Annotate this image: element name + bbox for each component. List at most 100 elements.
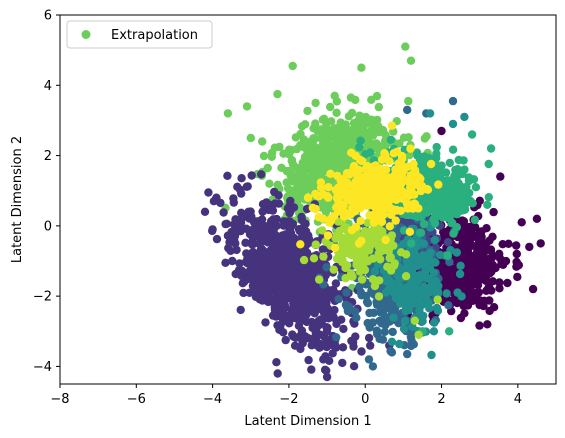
data-point bbox=[420, 152, 429, 161]
data-point bbox=[365, 196, 374, 205]
data-point bbox=[379, 242, 388, 251]
data-point bbox=[303, 193, 313, 202]
data-point bbox=[339, 209, 349, 219]
data-point bbox=[401, 272, 411, 281]
data-point bbox=[475, 196, 484, 205]
x-tick-label: 0 bbox=[361, 392, 369, 407]
data-point bbox=[326, 169, 335, 178]
data-point bbox=[374, 102, 383, 112]
x-tick-label: 4 bbox=[514, 392, 522, 407]
data-point bbox=[387, 121, 397, 130]
data-point bbox=[406, 144, 415, 153]
data-point bbox=[419, 311, 428, 320]
data-point bbox=[395, 339, 404, 349]
data-point bbox=[291, 333, 300, 342]
data-point bbox=[257, 256, 267, 266]
data-point bbox=[246, 133, 255, 143]
data-point bbox=[452, 298, 462, 308]
data-point bbox=[287, 156, 296, 166]
data-point bbox=[433, 295, 442, 304]
y-tick-label: 6 bbox=[44, 9, 52, 24]
x-tick-label: −6 bbox=[127, 392, 146, 407]
data-point bbox=[477, 233, 486, 242]
data-point bbox=[355, 125, 365, 135]
data-point bbox=[344, 112, 354, 121]
data-point bbox=[487, 253, 496, 263]
data-point bbox=[430, 203, 440, 212]
data-point bbox=[456, 313, 466, 323]
data-point bbox=[455, 269, 465, 279]
data-point bbox=[432, 142, 441, 152]
data-point bbox=[332, 108, 341, 118]
data-point bbox=[355, 111, 364, 120]
data-point bbox=[433, 306, 443, 315]
data-point bbox=[270, 281, 279, 291]
data-point bbox=[276, 322, 285, 332]
data-point bbox=[386, 135, 396, 144]
data-point bbox=[463, 284, 472, 293]
data-point bbox=[257, 245, 267, 254]
data-point bbox=[517, 218, 526, 227]
data-point bbox=[325, 140, 334, 150]
data-point bbox=[245, 288, 254, 297]
data-point bbox=[287, 145, 296, 155]
data-point bbox=[237, 174, 246, 183]
legend-marker bbox=[81, 30, 91, 39]
data-point bbox=[512, 249, 521, 259]
data-point bbox=[307, 341, 316, 350]
data-point bbox=[351, 95, 360, 105]
data-point bbox=[318, 115, 328, 124]
data-point bbox=[319, 252, 328, 261]
y-axis-ticks: −4 −2 0 2 4 6 bbox=[33, 9, 60, 375]
data-point bbox=[346, 209, 356, 219]
data-point bbox=[409, 295, 418, 304]
data-point bbox=[532, 214, 542, 223]
data-point bbox=[343, 306, 353, 316]
data-point bbox=[322, 263, 331, 272]
data-point bbox=[270, 266, 280, 275]
data-point bbox=[495, 278, 504, 287]
data-point bbox=[386, 241, 396, 250]
data-point bbox=[388, 327, 397, 337]
data-point bbox=[320, 365, 330, 374]
data-point bbox=[443, 251, 452, 260]
data-point bbox=[322, 323, 331, 332]
data-point bbox=[294, 183, 303, 192]
data-point bbox=[304, 355, 313, 365]
data-point bbox=[376, 304, 385, 314]
data-point bbox=[311, 326, 321, 335]
legend: Extrapolation bbox=[66, 20, 213, 49]
data-point bbox=[369, 217, 379, 226]
data-point bbox=[426, 159, 436, 169]
data-point bbox=[338, 235, 347, 244]
data-point bbox=[319, 204, 328, 213]
data-point bbox=[364, 333, 374, 343]
data-point bbox=[247, 271, 256, 280]
data-point bbox=[334, 295, 343, 304]
data-point bbox=[425, 304, 434, 313]
data-point bbox=[365, 148, 375, 157]
data-point bbox=[279, 306, 288, 316]
data-point bbox=[318, 303, 327, 312]
data-point bbox=[260, 269, 269, 278]
data-point bbox=[345, 170, 354, 179]
data-point bbox=[368, 254, 377, 263]
data-point bbox=[445, 327, 454, 336]
data-point bbox=[375, 276, 384, 285]
data-point bbox=[349, 362, 359, 371]
y-tick-label: 2 bbox=[44, 149, 52, 164]
data-point bbox=[378, 126, 388, 135]
data-point bbox=[498, 240, 507, 249]
data-point bbox=[394, 192, 403, 201]
data-point bbox=[476, 249, 485, 258]
data-point bbox=[390, 170, 400, 179]
data-point bbox=[279, 221, 288, 230]
data-point bbox=[378, 183, 388, 193]
data-point bbox=[316, 183, 326, 192]
data-point bbox=[456, 261, 465, 270]
data-point bbox=[286, 168, 295, 178]
data-point bbox=[448, 96, 458, 106]
data-point bbox=[420, 282, 429, 292]
data-point bbox=[228, 256, 237, 266]
data-point bbox=[488, 277, 497, 286]
